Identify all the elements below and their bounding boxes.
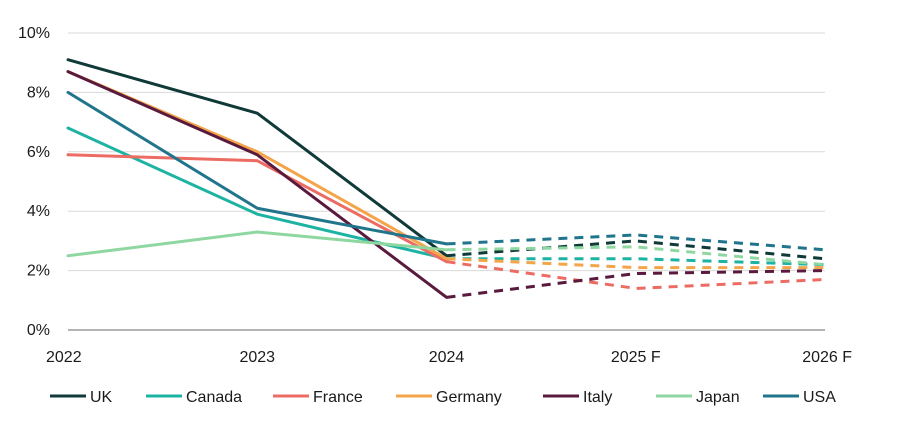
series-line-japan	[66, 230, 448, 258]
legend-label-france: France	[313, 389, 363, 406]
y-tick-label: 6%	[27, 144, 50, 161]
series-line-italy	[66, 70, 448, 299]
y-tick-label: 2%	[27, 263, 50, 280]
series-lines	[66, 58, 826, 299]
series-line-uk	[66, 58, 448, 258]
x-axis: 2022 2023 2024 2025 F 2026 F	[46, 349, 852, 366]
series-forecast-line-italy	[446, 269, 826, 299]
y-tick-label: 0%	[27, 322, 50, 339]
legend-label-canada: Canada	[186, 389, 242, 406]
y-tick-label: 4%	[27, 203, 50, 220]
x-tick-label: 2026 F	[802, 349, 852, 366]
legend-label-usa: USA	[803, 389, 836, 406]
y-tick-label: 10%	[18, 25, 50, 42]
x-tick-label: 2024	[429, 349, 465, 366]
y-axis: 0% 2% 4% 6% 8% 10%	[18, 25, 50, 339]
series-line-usa	[66, 90, 448, 246]
legend-label-italy: Italy	[583, 389, 612, 406]
legend-label-japan: Japan	[696, 389, 740, 406]
legend-label-germany: Germany	[436, 389, 502, 406]
legend: UK Canada France Germany Italy Japan USA	[50, 389, 836, 406]
x-tick-label: 2022	[46, 349, 82, 366]
x-tick-label: 2023	[239, 349, 275, 366]
grid	[68, 32, 825, 331]
series-line-canada	[66, 126, 448, 261]
y-tick-label: 8%	[27, 84, 50, 101]
series-line-france	[66, 153, 448, 264]
legend-label-uk: UK	[90, 389, 113, 406]
series-forecast-line-france	[446, 260, 826, 290]
x-tick-label: 2025 F	[611, 349, 661, 366]
